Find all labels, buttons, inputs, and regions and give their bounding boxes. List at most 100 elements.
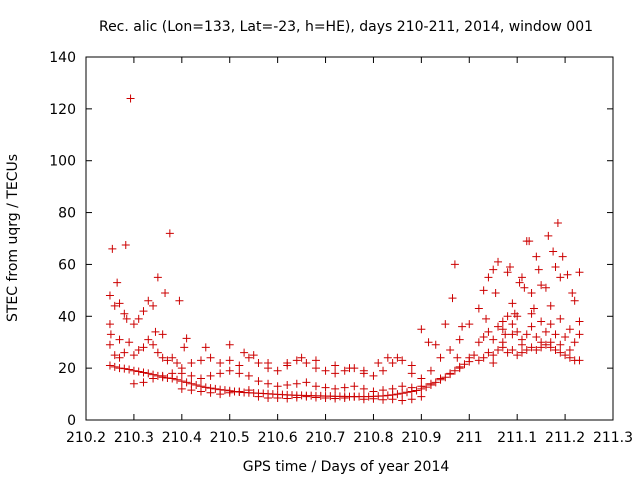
data-point <box>182 378 191 387</box>
data-point <box>379 386 388 395</box>
x-axis: 210.2 210.3 210.4 210.5 210.6 210.7 210.8 210.9… <box>66 57 633 446</box>
data-point <box>424 338 433 347</box>
y-tick-label: 140 <box>49 50 76 66</box>
data-point <box>388 395 397 404</box>
data-point <box>153 273 162 282</box>
data-point <box>575 330 584 339</box>
data-point <box>331 361 340 370</box>
data-point <box>125 365 134 374</box>
data-point <box>498 325 507 334</box>
data-point <box>165 229 174 238</box>
data-point <box>180 343 189 352</box>
data-point <box>302 392 311 401</box>
data-points <box>105 94 584 405</box>
data-point <box>206 371 215 380</box>
data-point <box>340 366 349 375</box>
data-point <box>541 283 550 292</box>
data-point <box>264 379 273 388</box>
data-point <box>537 281 546 290</box>
data-point <box>446 369 455 378</box>
data-point <box>494 257 503 266</box>
y-tick-label: 40 <box>58 309 76 325</box>
data-point <box>379 366 388 375</box>
data-point <box>144 296 153 305</box>
data-point <box>139 368 148 377</box>
data-point <box>479 333 488 342</box>
data-point <box>549 247 558 256</box>
data-point <box>292 393 301 402</box>
data-point <box>110 301 119 310</box>
data-point <box>134 367 143 376</box>
x-tick-label: 210.9 <box>401 430 441 446</box>
data-point <box>115 364 124 373</box>
x-tick-label: 210.5 <box>210 430 250 446</box>
data-point <box>134 345 143 354</box>
data-point <box>393 390 402 399</box>
data-point <box>115 299 124 308</box>
data-point <box>201 343 210 352</box>
data-point <box>110 351 119 360</box>
x-tick-label: 210.8 <box>353 430 393 446</box>
data-point <box>369 371 378 380</box>
data-point <box>417 382 426 391</box>
data-point <box>106 330 115 339</box>
data-point <box>359 384 368 393</box>
data-point <box>489 265 498 274</box>
data-point <box>575 356 584 365</box>
data-point <box>455 335 464 344</box>
data-point <box>182 334 191 343</box>
data-point <box>505 263 514 272</box>
data-point <box>525 237 534 246</box>
data-point <box>254 392 263 401</box>
data-point <box>225 340 234 349</box>
data-point <box>508 299 517 308</box>
data-point <box>144 335 153 344</box>
data-point <box>254 358 263 367</box>
data-point <box>273 393 282 402</box>
plot-frame <box>85 56 614 421</box>
data-point <box>139 307 148 316</box>
data-point <box>115 353 124 362</box>
data-point <box>494 345 503 354</box>
data-point <box>297 353 306 362</box>
data-point <box>216 358 225 367</box>
data-point <box>494 322 503 331</box>
data-point <box>105 340 114 349</box>
data-point <box>331 394 340 403</box>
data-point <box>311 393 320 402</box>
y-tick-label: 80 <box>58 206 76 222</box>
data-point <box>546 320 555 329</box>
data-point <box>503 312 512 321</box>
data-point <box>551 330 560 339</box>
data-point <box>153 348 162 357</box>
data-point <box>498 338 507 347</box>
data-point <box>163 356 172 365</box>
data-point <box>244 371 253 380</box>
x-tick-label: 210.3 <box>114 430 154 446</box>
data-point <box>532 333 541 342</box>
data-point <box>407 383 416 392</box>
y-tick-label: 60 <box>58 257 76 273</box>
data-point <box>474 338 483 347</box>
x-tick-label: 210.2 <box>66 430 106 446</box>
data-point <box>331 369 340 378</box>
data-point <box>517 348 526 357</box>
data-point <box>412 386 421 395</box>
data-point <box>311 356 320 365</box>
data-point <box>436 374 445 383</box>
data-point <box>484 273 493 282</box>
data-point <box>196 387 205 396</box>
data-point <box>105 291 114 300</box>
data-point <box>517 273 526 282</box>
data-point <box>388 384 397 393</box>
data-point <box>292 379 301 388</box>
data-point <box>398 396 407 405</box>
x-tick-label: 211.3 <box>593 430 633 446</box>
data-point <box>120 348 129 357</box>
data-point <box>235 387 244 396</box>
data-point <box>225 366 234 375</box>
y-tick-label: 120 <box>49 102 76 118</box>
data-point <box>407 361 416 370</box>
data-point <box>441 320 450 329</box>
data-point <box>163 373 172 382</box>
